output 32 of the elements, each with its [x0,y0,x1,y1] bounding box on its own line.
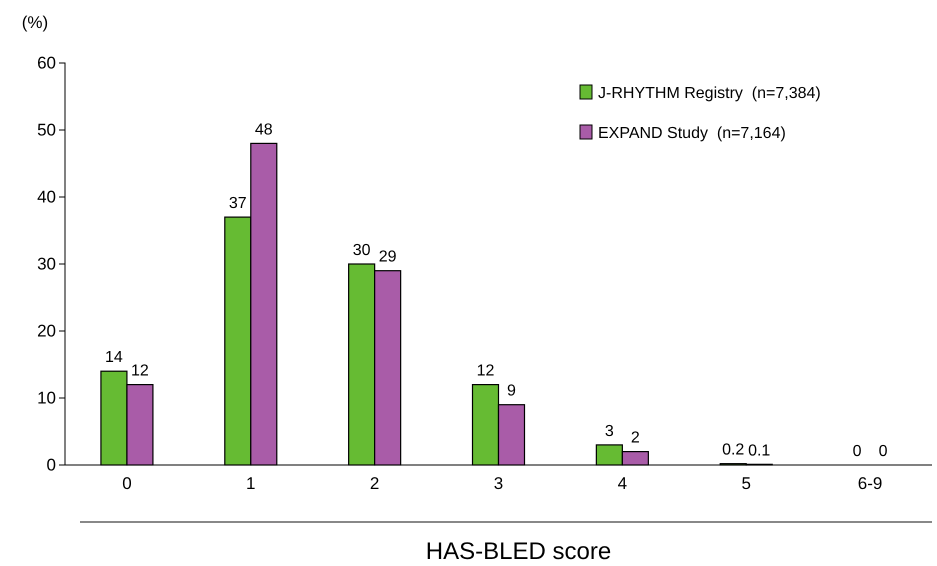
data-label: 37 [228,195,247,212]
x-tick-label: 6-9 [858,474,882,494]
data-label: 12 [476,362,494,380]
y-tick-label: 60 [37,53,56,72]
y-tick-label: 10 [37,388,56,408]
legend-label: J-RHYTHM Registry (n=7,384) [598,85,821,102]
y-tick-label: 30 [37,254,56,274]
y-tick-label: 40 [37,187,56,206]
data-label: 0 [852,443,862,460]
x-tick-label: 4 [618,474,628,494]
y-axis-title: (%) [22,13,48,32]
x-tick-label: 1 [246,474,256,494]
y-tick-label: 0 [46,455,56,474]
data-label: 0.2 [722,442,744,459]
y-tick-label: 20 [37,321,56,340]
x-axis-title: HAS-BLED score [426,538,612,565]
data-label: 0 [878,443,888,460]
x-tick-label: 0 [122,474,132,494]
data-label: 2 [630,430,640,447]
data-label: 30 [352,242,371,259]
y-tick-label: 50 [37,120,56,140]
data-label: 9 [507,382,516,400]
data-label: 48 [254,121,273,138]
data-label: 29 [378,248,397,266]
data-label: 3 [604,422,614,440]
data-label: 0.1 [748,442,770,460]
x-tick-label: 3 [494,474,504,494]
x-tick-label: 5 [741,474,751,494]
legend-label: EXPAND Study (n=7,164) [598,125,786,142]
data-label: 12 [131,362,149,380]
data-label: 14 [105,349,123,366]
x-tick-label: 2 [370,474,380,494]
